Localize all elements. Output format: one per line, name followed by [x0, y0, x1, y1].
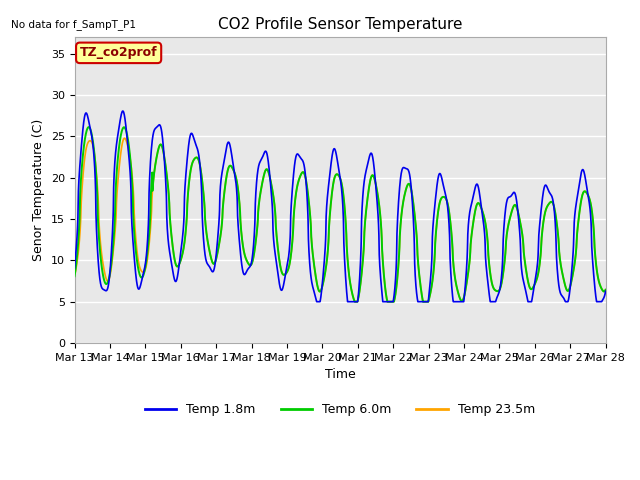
- Text: TZ_co2prof: TZ_co2prof: [80, 47, 157, 60]
- X-axis label: Time: Time: [324, 368, 355, 381]
- Legend: Temp 1.8m, Temp 6.0m, Temp 23.5m: Temp 1.8m, Temp 6.0m, Temp 23.5m: [140, 398, 540, 421]
- Text: No data for f_SampT_P1: No data for f_SampT_P1: [11, 19, 136, 30]
- Y-axis label: Senor Temperature (C): Senor Temperature (C): [32, 119, 45, 261]
- Title: CO2 Profile Sensor Temperature: CO2 Profile Sensor Temperature: [218, 17, 462, 32]
